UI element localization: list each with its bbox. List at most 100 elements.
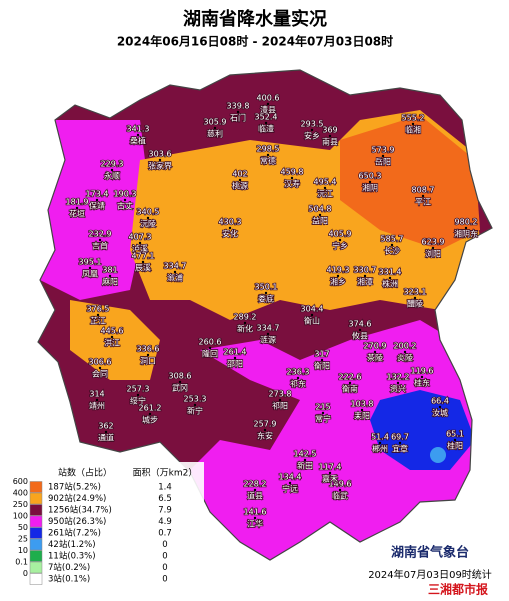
station-value: 400.6 [257, 94, 280, 103]
station-value: 362 [98, 422, 113, 431]
station-name: 通道 [98, 433, 114, 443]
station-value: 650.3 [359, 172, 382, 181]
legend-stations: 1256站(34.7%) [48, 505, 112, 516]
station-value: 341.3 [127, 125, 150, 134]
station-name: 衡山 [304, 316, 320, 326]
station-dot [146, 353, 150, 357]
legend-swatch [29, 492, 43, 505]
station-dot [328, 471, 332, 475]
station-name: 花垣 [69, 209, 85, 219]
station-name: 会同 [92, 369, 108, 379]
station-name: 临武 [332, 491, 348, 501]
station-dot [381, 154, 385, 158]
station-dot [208, 346, 212, 350]
legend-swatch [29, 550, 43, 562]
station-value: 69.7 [391, 433, 409, 442]
station-value: 402 [232, 170, 247, 179]
station-name: 沅江 [317, 189, 333, 199]
station-value: 215 [315, 403, 330, 412]
footer-time: 2024年07月03日09时统计 [368, 568, 492, 581]
station-dot [253, 488, 257, 492]
station-name: 资兴 [390, 384, 406, 394]
station-dot [141, 260, 145, 264]
station-dot [288, 481, 292, 485]
station-value: 273.8 [269, 390, 292, 399]
station-dot [398, 441, 402, 445]
station-name: 炎陵 [397, 354, 413, 363]
station-dot [278, 398, 282, 402]
station-value: 381 [102, 266, 117, 275]
legend-stations: 261站(7.2%) [48, 528, 101, 539]
station-dot [253, 516, 257, 520]
station-value: 430.3 [219, 218, 242, 227]
station-dot [233, 356, 237, 360]
station-value: 331.4 [379, 268, 402, 277]
station-dot [266, 102, 270, 106]
station-name: 湘阴 [362, 183, 378, 193]
legend-level: 10 [18, 546, 28, 555]
legend-swatch [29, 538, 43, 551]
title: 湖南省降水量实况 [183, 8, 327, 30]
station-value: 555.2 [402, 114, 425, 123]
station-name: 宁远 [282, 484, 298, 494]
station-dot [193, 403, 197, 407]
station-name: 东安 [257, 431, 273, 441]
station-name: 桑植 [130, 136, 146, 146]
station-value: 330.7 [354, 266, 377, 275]
station-value: 306.6 [89, 358, 112, 367]
legend-swatch [29, 527, 43, 539]
legend-area: 4.9 [158, 517, 172, 527]
station-dot [263, 428, 267, 432]
station-value: 504.8 [309, 205, 332, 214]
station-name: 城步 [142, 416, 158, 425]
station-value: 303.6 [149, 150, 172, 159]
station-value: 293.5 [301, 120, 324, 129]
station-dot [453, 438, 457, 442]
station-dot [390, 243, 394, 247]
legend-header: 站数（占比） [58, 467, 112, 479]
station-dot [146, 216, 150, 220]
station-name: 祁东 [290, 379, 306, 389]
station-name: 吉首 [92, 241, 108, 251]
station-value: 200.2 [394, 342, 417, 351]
legend-stations: 902站(24.9%) [48, 493, 106, 504]
station-value: 261.2 [139, 404, 162, 413]
station-dot [238, 178, 242, 182]
station-value: 257.3 [127, 385, 150, 394]
legend-area: 7.9 [158, 506, 172, 516]
station-name: 常宁 [315, 414, 331, 424]
legend-stations: 7站(0.2%) [48, 562, 90, 573]
station-value: 132.2 [387, 373, 410, 382]
station-dot [296, 376, 300, 380]
station-dot [464, 226, 468, 230]
legend-stations: 950站(26.3%) [48, 516, 106, 527]
station-dot [421, 194, 425, 198]
station-name: 新化 [237, 324, 253, 334]
station-name: 汝城 [432, 408, 448, 418]
station-dot [136, 393, 140, 397]
station-dot [75, 206, 79, 210]
station-name: 攸县 [352, 331, 368, 341]
station-value: 334.7 [164, 262, 187, 271]
station-dot [363, 274, 367, 278]
station-value: 236.3 [287, 368, 310, 377]
station-value: 376.5 [87, 305, 110, 314]
station-value: 257.9 [254, 420, 277, 429]
station-name: 宁乡 [332, 241, 348, 251]
station-name: 株洲 [382, 279, 398, 289]
station-name: 常德 [260, 156, 276, 166]
station-value: 141.6 [244, 508, 267, 517]
station-dot [110, 335, 114, 339]
station-dot [96, 313, 100, 317]
station-value: 119.6 [411, 367, 434, 376]
station-dot [358, 328, 362, 332]
station-name: 隆回 [202, 349, 218, 359]
legend-header: 面积（万km2） [133, 467, 198, 479]
station-dot [411, 122, 415, 126]
station-value: 445.6 [101, 327, 124, 336]
station-name: 浏阳 [425, 249, 441, 259]
station-value: 173.4 [86, 190, 109, 199]
station-value: 308.6 [169, 372, 192, 381]
station-dot [338, 238, 342, 242]
station-name: 溆浦 [167, 273, 183, 283]
